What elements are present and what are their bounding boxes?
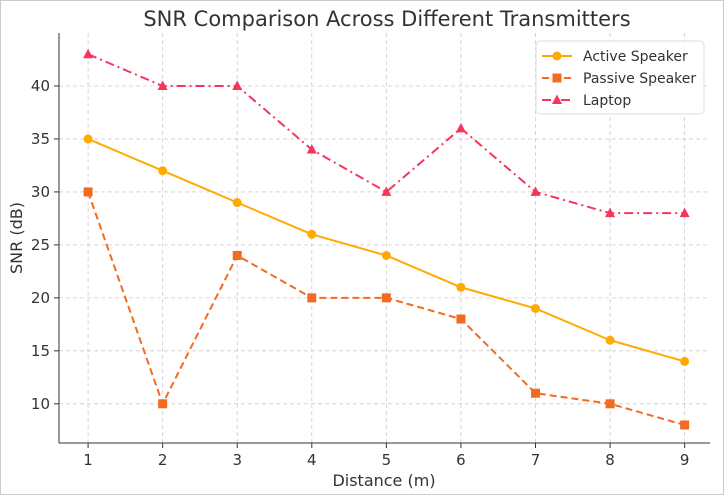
legend-marker [552, 73, 562, 83]
legend-label: Active Speaker [583, 49, 688, 65]
data-point [605, 335, 615, 345]
data-point [531, 388, 541, 398]
data-point [232, 250, 242, 260]
x-axis-label: Distance (m) [332, 471, 435, 490]
x-tick-label: 4 [307, 451, 317, 469]
legend-label: Passive Speaker [583, 71, 696, 87]
chart-title: SNR Comparison Across Different Transmit… [143, 7, 630, 31]
series-passive-speaker [83, 187, 690, 430]
x-tick-label: 8 [605, 451, 615, 469]
data-point [306, 144, 317, 154]
data-point [307, 229, 317, 239]
data-point [158, 166, 168, 176]
data-point [680, 420, 690, 430]
data-point [83, 134, 93, 144]
y-tick-label: 15 [31, 342, 50, 360]
x-tick-label: 2 [158, 451, 168, 469]
data-point [157, 80, 168, 90]
data-point [381, 186, 392, 196]
data-point [83, 48, 94, 59]
x-tick-label: 6 [456, 451, 466, 469]
data-point [456, 314, 466, 324]
data-point [679, 207, 690, 218]
series-active-speaker [83, 134, 690, 366]
data-point [456, 282, 466, 292]
data-point [531, 303, 541, 313]
y-tick-label: 40 [31, 77, 50, 95]
data-point [530, 186, 541, 196]
x-tick-label: 3 [232, 451, 242, 469]
x-tick-label: 1 [83, 451, 93, 469]
data-point [83, 187, 93, 197]
y-tick-label: 30 [31, 183, 50, 201]
data-point [381, 250, 391, 260]
data-point [381, 293, 391, 303]
data-point [307, 293, 317, 303]
x-tick-label: 5 [382, 451, 392, 469]
data-point [232, 198, 242, 208]
series-laptop [83, 48, 690, 218]
x-tick-label: 9 [680, 451, 690, 469]
y-tick-label: 20 [31, 289, 50, 307]
data-point [605, 207, 616, 218]
legend-label: Laptop [583, 93, 631, 109]
y-tick-label: 25 [31, 236, 50, 254]
legend-marker [552, 94, 562, 104]
data-point [605, 399, 615, 409]
legend-marker [552, 51, 562, 61]
y-tick-label: 10 [31, 395, 50, 413]
y-axis-label: SNR (dB) [7, 202, 26, 274]
data-point [455, 122, 466, 133]
data-point [680, 356, 690, 366]
legend-box [535, 40, 705, 115]
x-tick-label: 7 [531, 451, 541, 469]
data-point [232, 80, 243, 90]
data-point [158, 399, 168, 409]
y-tick-label: 35 [31, 130, 50, 148]
